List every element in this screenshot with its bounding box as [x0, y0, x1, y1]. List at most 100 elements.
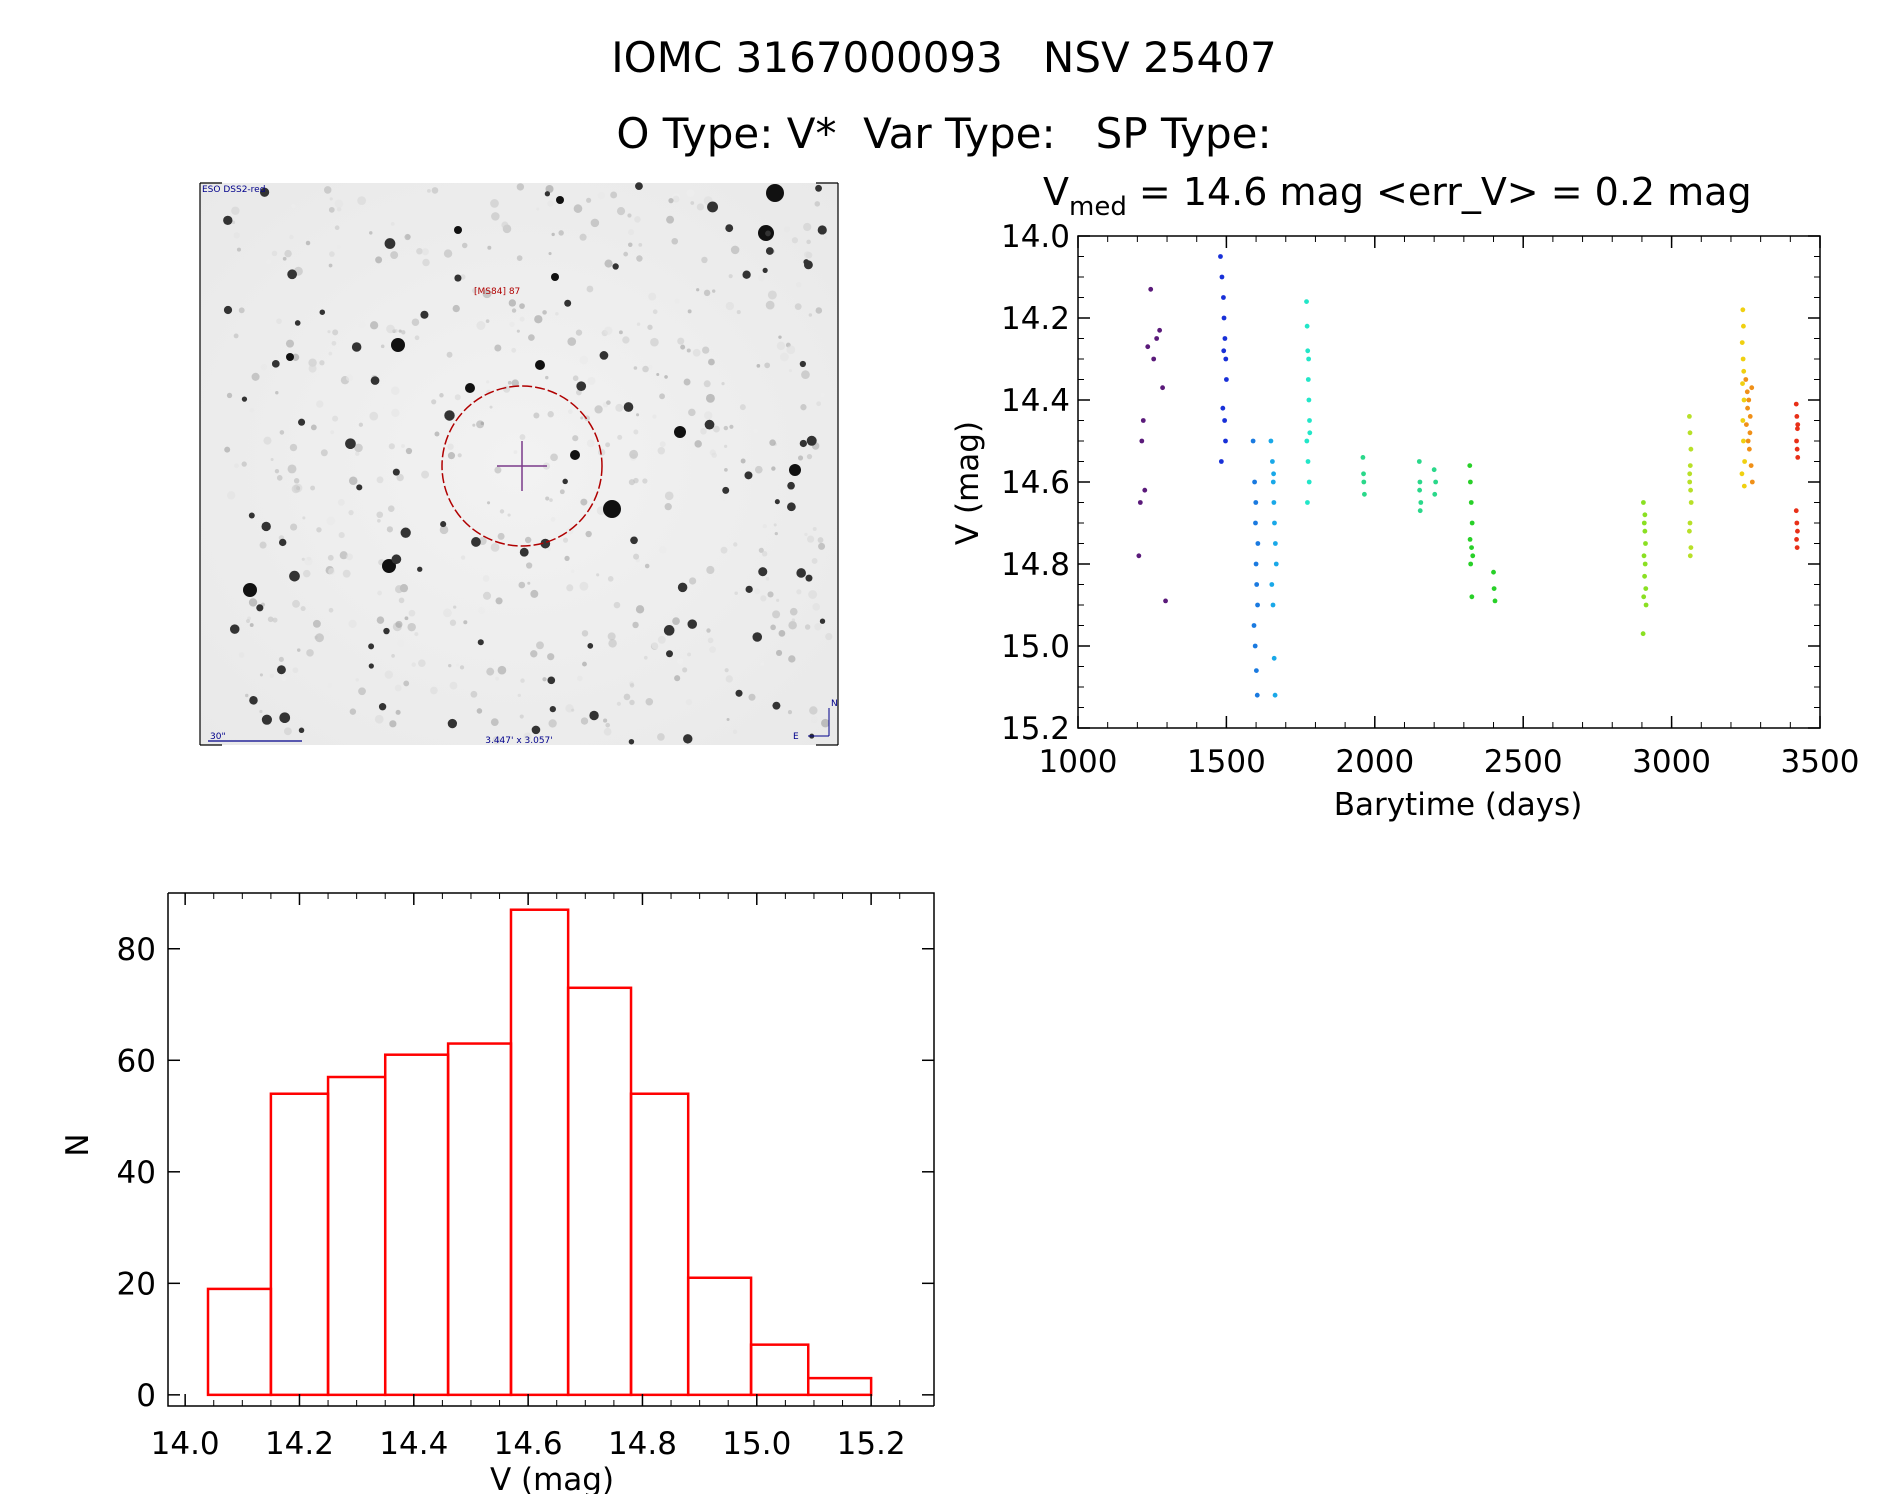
star [615, 403, 624, 412]
star [638, 242, 643, 247]
data-point [1305, 377, 1311, 382]
star [680, 344, 686, 350]
star [645, 697, 654, 706]
star [516, 255, 523, 261]
star [756, 364, 761, 368]
data-point [1642, 573, 1647, 579]
data-point [1252, 479, 1257, 485]
title-rest: = 14.6 mag <err_V> = 0.2 mag [1127, 170, 1752, 214]
data-point [1643, 602, 1649, 608]
star [814, 623, 822, 631]
star [623, 693, 631, 701]
star [421, 248, 429, 256]
x-tick-label: 14.6 [494, 1426, 563, 1462]
star [622, 336, 630, 344]
star [703, 411, 713, 420]
star [346, 553, 353, 561]
star [683, 378, 691, 386]
star [647, 324, 653, 330]
star [472, 423, 476, 427]
star [291, 203, 296, 209]
data-point [1687, 463, 1693, 468]
star [686, 348, 691, 353]
histogram-bar [806, 1376, 873, 1397]
star [444, 410, 455, 421]
star [724, 444, 728, 448]
star [776, 598, 780, 602]
data-point [1222, 336, 1228, 341]
light-curve-axes: 1000 1500 2000 2500 3000 3500 14.0 14.2 14.4 14.6… [1001, 219, 1859, 780]
y-tick-label: 14.6 [1001, 465, 1070, 501]
star [573, 204, 583, 213]
star [354, 443, 363, 453]
star [651, 641, 660, 650]
star [271, 359, 280, 368]
star [447, 443, 454, 450]
star [687, 652, 692, 657]
star [316, 400, 324, 408]
star [283, 727, 292, 736]
y-tick-label: 80 [117, 932, 156, 968]
star [810, 716, 818, 723]
star [724, 468, 728, 472]
star [706, 565, 715, 575]
star [370, 376, 380, 385]
star [310, 424, 317, 431]
star [762, 267, 768, 273]
star [724, 719, 732, 728]
star [704, 419, 715, 430]
star [414, 632, 419, 637]
star [692, 348, 701, 357]
star [499, 509, 505, 514]
star [789, 607, 798, 616]
data-point [1795, 422, 1801, 427]
data-point [1254, 692, 1260, 698]
star [246, 619, 250, 624]
data-point [1270, 602, 1276, 608]
star [276, 665, 286, 675]
star [726, 717, 730, 721]
star [391, 408, 400, 417]
data-point [1304, 299, 1309, 304]
star [289, 443, 298, 452]
star [411, 662, 416, 667]
star [519, 547, 529, 557]
histogram-bar [686, 1276, 753, 1397]
star [762, 523, 767, 529]
star [241, 396, 248, 402]
star [259, 541, 267, 549]
star [610, 191, 618, 199]
bright-star [243, 583, 257, 597]
star [453, 605, 457, 609]
data-point [1743, 422, 1749, 427]
star [359, 321, 366, 328]
star [636, 322, 641, 326]
data-point [1221, 348, 1227, 354]
histogram-bar [326, 1075, 387, 1397]
data-point [1467, 479, 1473, 485]
star [339, 551, 348, 560]
star [326, 516, 336, 526]
star [745, 585, 753, 593]
star [536, 641, 544, 650]
data-point [1687, 528, 1692, 534]
star [348, 476, 358, 486]
bright-star [674, 426, 686, 438]
star [249, 407, 255, 413]
star [694, 440, 702, 448]
star [778, 629, 786, 637]
star [486, 501, 491, 505]
data-point [1641, 500, 1646, 505]
star [687, 309, 692, 314]
data-point [1794, 438, 1799, 444]
star [652, 309, 658, 315]
star [607, 576, 614, 582]
star [386, 324, 395, 334]
star [801, 370, 810, 380]
star [463, 620, 468, 625]
data-point [1741, 323, 1746, 329]
star [547, 653, 555, 661]
star [348, 619, 357, 629]
star [733, 542, 738, 547]
star [707, 201, 719, 213]
